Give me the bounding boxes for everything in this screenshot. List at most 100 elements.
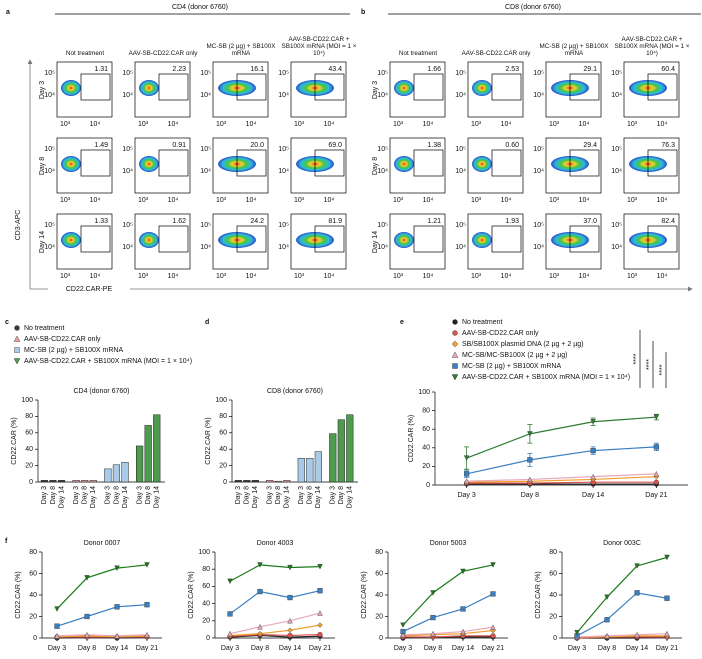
column-header: AAV-SB-CD22.CAR only (461, 50, 531, 57)
flow-x-tick: 10⁴ (168, 273, 179, 280)
x-tick-label: Day 3 (394, 645, 412, 652)
flow-x-tick: 10⁴ (579, 121, 590, 128)
flow-x-tick: 10³ (60, 121, 71, 128)
series-line (56, 635, 148, 638)
gate-value: 37.0 (583, 218, 597, 225)
row-label: Day 3 (372, 81, 379, 99)
cell-density (394, 156, 414, 172)
flow-x-tick: 10³ (471, 197, 482, 204)
marker (227, 630, 233, 637)
column-header: Not treatment (65, 50, 105, 57)
marker (287, 564, 293, 571)
significance-label: **** (633, 353, 640, 364)
y-tick-label: 40 (29, 592, 37, 599)
y-tick-label: 80 (549, 549, 557, 556)
y-tick-label: 60 (202, 583, 210, 590)
legend-label: SB/SB100X plasmid DNA (2 µg + 2 µg) (462, 341, 584, 348)
gate (569, 149, 600, 177)
row-label: Day 8 (372, 157, 379, 175)
marker (114, 633, 120, 639)
flow-y-tick: 10⁴ (200, 168, 211, 175)
legend-label: MC-SB (2 µg) + SB100X mRNA (24, 347, 123, 354)
x-tick-label: Day 8 (82, 486, 89, 504)
legend-marker (452, 319, 458, 325)
flow-x-tick: 10⁴ (579, 197, 590, 204)
y-tick-label: 100 (215, 397, 227, 404)
gate-value: 1.93 (505, 218, 519, 225)
y-axis-label: CD22.CAR (%) (408, 415, 415, 462)
panel-letter: a (6, 9, 10, 16)
cell-density (394, 232, 414, 248)
y-tick-label: 0 (553, 635, 557, 642)
series-line (466, 476, 657, 483)
x-tick-label: Day 3 (221, 645, 239, 652)
flow-y-tick: 10⁵ (200, 222, 211, 229)
y-tick-label: 60 (375, 570, 383, 577)
x-tick-label: Day 14 (452, 645, 474, 652)
gate-value: 43.4 (328, 66, 342, 73)
y-tick-label: 40 (549, 592, 557, 599)
x-tick-label: Day 8 (598, 645, 616, 652)
series-line (229, 634, 321, 638)
x-tick-label: Day 8 (113, 486, 120, 504)
flow-y-tick: 10⁵ (278, 70, 289, 77)
flow-y-tick: 10⁵ (278, 222, 289, 229)
y-tick-label: 40 (202, 600, 210, 607)
gate-value: 69.0 (328, 142, 342, 149)
significance-label: **** (646, 359, 653, 370)
flow-x-label: CD22.CAR-PE (66, 286, 113, 293)
gate-value: 1.33 (94, 218, 108, 225)
flow-y-tick: 10⁴ (44, 92, 55, 99)
y-tick-label: 80 (29, 549, 37, 556)
gate (413, 225, 444, 253)
y-tick-label: 0 (223, 479, 227, 486)
row-label: Day 8 (39, 157, 46, 175)
gate (569, 73, 600, 101)
marker (653, 444, 659, 450)
series-line (229, 564, 321, 582)
bar (337, 419, 345, 483)
gate-value: 1.62 (172, 218, 186, 225)
flow-x-tick: 10³ (549, 121, 560, 128)
flow-y-tick: 10⁵ (377, 146, 388, 153)
flow-y-tick: 10⁵ (122, 146, 133, 153)
marker (653, 479, 659, 485)
gate (236, 73, 267, 101)
y-tick-label: 40 (375, 592, 383, 599)
marker (653, 470, 660, 477)
flow-y-tick: 10⁴ (44, 244, 55, 251)
gate-value: 29.4 (583, 142, 597, 149)
cell-density (472, 156, 492, 172)
x-tick-label: Day 21 (656, 645, 678, 652)
flow-x-tick: 10⁴ (501, 197, 512, 204)
y-tick-label: 80 (202, 566, 210, 573)
marker (400, 628, 406, 635)
flow-y-tick: 10⁵ (200, 70, 211, 77)
marker (144, 602, 150, 608)
marker (664, 595, 670, 601)
panel-letter: e (400, 319, 404, 326)
marker (664, 630, 670, 637)
flow-y-tick: 10⁵ (455, 222, 466, 229)
flow-x-tick: 10³ (471, 121, 482, 128)
marker (287, 594, 293, 601)
bar (346, 414, 354, 483)
bar (57, 480, 66, 483)
flow-x-tick: 10⁴ (168, 121, 179, 128)
marker (653, 414, 660, 420)
marker (574, 630, 580, 636)
flow-y-tick: 10⁴ (611, 244, 622, 251)
y-tick-label: 40 (25, 446, 33, 453)
x-tick-label: Day 21 (309, 645, 331, 652)
flow-x-tick: 10⁴ (423, 197, 434, 204)
marker (464, 471, 470, 477)
marker (460, 628, 466, 635)
y-axis-label: CD22.CAR (%) (205, 417, 212, 464)
row-label: Day 3 (39, 81, 46, 99)
bar (153, 414, 161, 483)
panel-letter: d (205, 319, 209, 326)
flow-y-tick: 10⁴ (455, 244, 466, 251)
series-line (229, 624, 321, 637)
marker (257, 562, 263, 568)
